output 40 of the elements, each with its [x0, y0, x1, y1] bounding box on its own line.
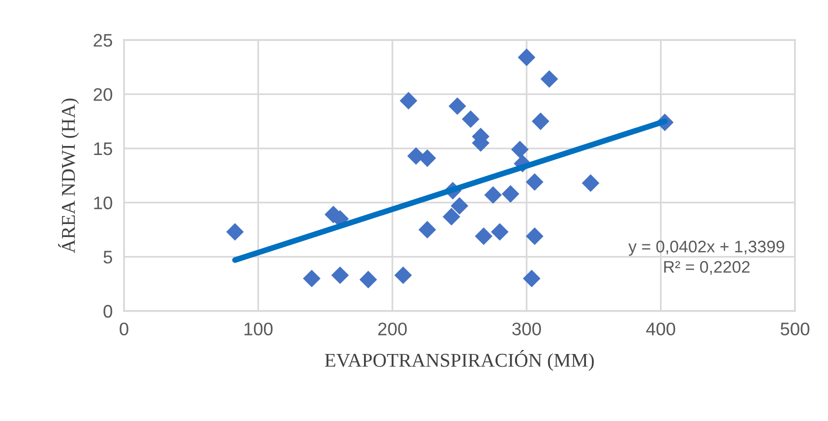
y-tick-label: 20	[94, 88, 112, 101]
annotation: R² = 0,2202	[664, 261, 750, 275]
point	[526, 227, 544, 245]
x-tick-label: 100	[244, 322, 273, 336]
x-axis-title: EVAPOTRANSPIRACIÓN (MM)	[324, 350, 594, 371]
point	[359, 270, 378, 288]
point	[490, 223, 509, 241]
annotation: y = 0,0402x + 1,3399	[628, 240, 784, 256]
point	[518, 48, 536, 66]
point	[418, 220, 436, 238]
y-tick-label: 15	[94, 142, 112, 156]
x-tick-label: 400	[646, 322, 676, 336]
y-tick-label: 0	[104, 304, 112, 318]
point	[394, 266, 412, 284]
x-tick-label: 0	[120, 322, 128, 336]
point	[302, 270, 321, 288]
point	[532, 112, 550, 130]
point	[226, 223, 244, 241]
point	[540, 70, 558, 88]
y-axis-title: ÁREA NDWI (HA)	[58, 98, 79, 254]
y-tick-label: 25	[94, 34, 112, 47]
point	[474, 227, 492, 245]
point	[400, 92, 418, 110]
point	[450, 197, 468, 215]
point	[462, 110, 480, 128]
point	[526, 173, 544, 191]
point	[448, 97, 466, 115]
point	[418, 149, 436, 167]
y-tick-label: 10	[94, 196, 112, 210]
x-tick-label: 500	[780, 322, 810, 336]
point	[511, 140, 529, 158]
point	[502, 185, 520, 203]
point	[331, 266, 349, 284]
point	[484, 186, 502, 204]
y-tick-label: 5	[104, 250, 112, 264]
point	[522, 270, 540, 288]
point	[582, 174, 600, 192]
point	[442, 208, 460, 226]
x-tick-label: 300	[512, 322, 541, 336]
x-tick-label: 200	[378, 322, 407, 336]
